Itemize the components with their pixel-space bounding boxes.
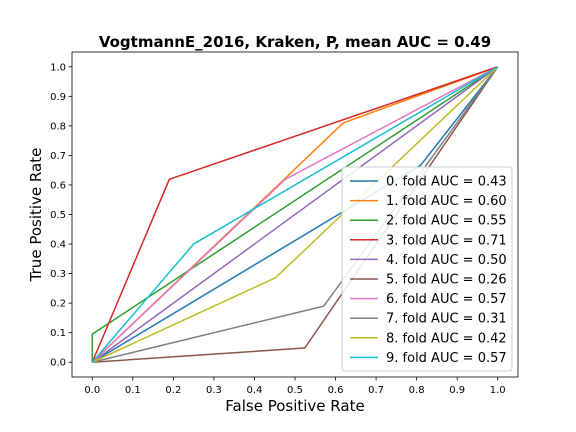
- y-tick-label: 1.0: [50, 62, 66, 73]
- legend-box: [341, 166, 513, 372]
- legend-label-fold-8: 8. fold AUC = 0.42: [386, 331, 507, 346]
- series-line-fold-0: [91, 66, 499, 363]
- y-tick-label: 0.0: [50, 358, 66, 369]
- legend-label-fold-9: 9. fold AUC = 0.57: [386, 351, 507, 366]
- legend-label-fold-7: 7. fold AUC = 0.31: [386, 312, 507, 327]
- series-line-fold-4: [91, 66, 499, 363]
- y-tick-label: 0.2: [50, 299, 66, 310]
- x-tick-label: 0.0: [84, 385, 100, 396]
- y-tick-label: 0.1: [50, 328, 66, 339]
- x-tick-label: 0.5: [287, 385, 303, 396]
- x-tick-label: 1.0: [490, 385, 506, 396]
- series-line-fold-5: [92, 66, 499, 363]
- x-tick-label: 0.6: [328, 385, 344, 396]
- chart-title: VogtmannE_2016, Kraken, P, mean AUC = 0.…: [99, 33, 491, 51]
- y-tick-label: 0.9: [50, 92, 66, 103]
- legend-label-fold-2: 2. fold AUC = 0.55: [386, 214, 507, 229]
- y-tick-label: 0.6: [50, 180, 66, 191]
- x-tick-label: 0.1: [125, 385, 141, 396]
- series-line-fold-7: [92, 66, 499, 363]
- legend-label-fold-0: 0. fold AUC = 0.43: [386, 175, 507, 190]
- y-tick-label: 0.7: [50, 151, 66, 162]
- x-axis-label: False Positive Rate: [225, 397, 364, 415]
- y-axis-label: True Positive Rate: [27, 148, 45, 283]
- series-line-fold-6: [91, 66, 499, 363]
- y-tick-label: 0.4: [50, 240, 66, 251]
- series-line-fold-8: [91, 66, 499, 363]
- x-tick-label: 0.8: [409, 385, 425, 396]
- y-tick-label: 0.3: [50, 269, 66, 280]
- legend-label-fold-5: 5. fold AUC = 0.26: [386, 273, 507, 288]
- x-tick-label: 0.3: [206, 385, 222, 396]
- legend-label-fold-6: 6. fold AUC = 0.57: [386, 292, 507, 307]
- y-axis-ticks: 0.0 0.1 0.2 0.3 0.4 0.5 0.6 0.7 0.8 0.9 1.0: [50, 62, 72, 369]
- x-tick-label: 0.9: [449, 385, 465, 396]
- legend-label-fold-3: 3. fold AUC = 0.71: [386, 233, 507, 248]
- series-line-fold-2: [91, 66, 499, 363]
- x-tick-label: 0.2: [165, 385, 181, 396]
- y-tick-label: 0.5: [50, 210, 66, 221]
- series-layer: [91, 66, 499, 363]
- x-axis-ticks: 0.0 0.1 0.2 0.3 0.4 0.5 0.6 0.7 0.8 0.9 1.0: [84, 377, 506, 396]
- series-line-fold-9: [91, 66, 499, 363]
- legend-label-fold-1: 1. fold AUC = 0.60: [386, 194, 507, 209]
- legend: 0. fold AUC = 0.43 1. fold AUC = 0.60 2. f…: [341, 166, 513, 372]
- legend-label-fold-4: 4. fold AUC = 0.50: [386, 253, 507, 268]
- y-tick-label: 0.8: [50, 121, 66, 132]
- series-line-fold-3: [91, 66, 498, 363]
- x-tick-label: 0.4: [247, 385, 263, 396]
- x-tick-label: 0.7: [368, 385, 384, 396]
